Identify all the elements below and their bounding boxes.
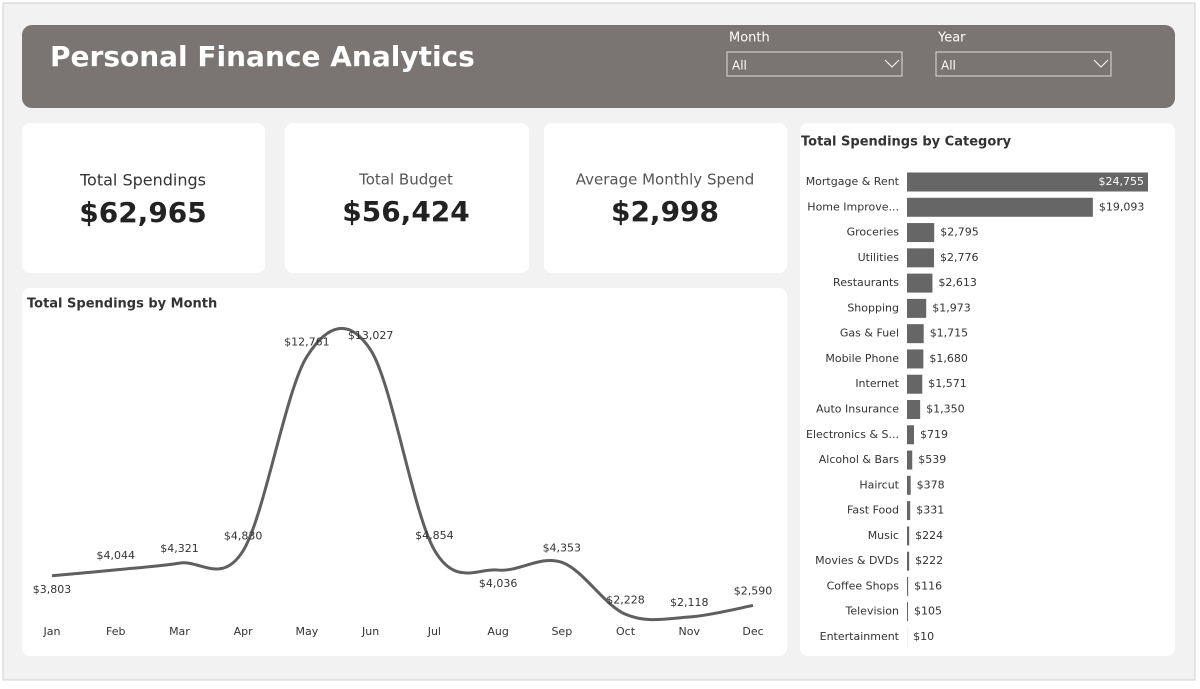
kpi-value: $2,998: [611, 195, 719, 228]
kpi-label: Total Spendings: [79, 171, 206, 190]
x-tick-label: Jan: [43, 625, 61, 638]
data-label: $2,776: [940, 251, 979, 264]
bar: [907, 526, 909, 545]
bar: [907, 577, 908, 596]
filter-label: Year: [937, 31, 966, 46]
bar: [907, 552, 909, 571]
data-label: $224: [915, 529, 943, 542]
data-label: $24,755: [1099, 175, 1145, 188]
bar: [907, 324, 924, 343]
y-tick-label: Coffee Shops: [827, 579, 900, 592]
data-label: $539: [918, 453, 946, 466]
data-label: $1,973: [932, 301, 971, 314]
x-tick-label: Nov: [679, 625, 701, 638]
x-tick-label: Mar: [169, 625, 190, 638]
y-tick-label: Groceries: [847, 226, 900, 239]
bar: [907, 198, 1093, 217]
data-label: $4,353: [543, 541, 582, 554]
kpi-value: $56,424: [342, 195, 470, 228]
x-tick-label: Sep: [551, 625, 572, 638]
y-tick-label: Internet: [855, 377, 899, 390]
x-tick-label: Dec: [742, 625, 763, 638]
data-label: $719: [920, 428, 948, 441]
chart-title: Total Spendings by Month: [27, 297, 217, 312]
kpi-label: Average Monthly Spend: [576, 171, 755, 189]
x-tick-label: Feb: [106, 625, 125, 638]
data-label: $13,027: [348, 329, 394, 342]
data-label: $2,118: [670, 596, 709, 609]
kpi-value: $62,965: [79, 196, 207, 229]
data-label: $4,044: [96, 549, 135, 562]
y-tick-label: Movies & DVDs: [815, 554, 899, 567]
data-label: $19,093: [1099, 200, 1145, 213]
y-tick-label: Music: [868, 529, 899, 542]
x-tick-label: Oct: [616, 625, 636, 638]
data-label: $10: [913, 630, 934, 643]
x-tick-label: May: [296, 625, 319, 638]
bar: [907, 425, 914, 444]
data-label: $378: [917, 478, 945, 491]
x-tick-label: Jun: [361, 625, 379, 638]
y-tick-label: Utilities: [858, 251, 900, 264]
y-tick-label: Electronics & S...: [806, 428, 899, 441]
data-label: $222: [915, 554, 943, 567]
data-label: $4,854: [415, 529, 454, 542]
bar: [907, 349, 923, 368]
bar: [907, 602, 908, 621]
filter-label: Month: [729, 31, 770, 46]
data-label: $4,830: [224, 530, 263, 543]
data-label: $2,228: [606, 593, 645, 606]
bar: [907, 223, 934, 242]
data-label: $4,321: [160, 542, 199, 555]
y-tick-label: Mobile Phone: [825, 352, 899, 365]
bar: [907, 476, 911, 495]
dropdown-value[interactable]: All: [941, 59, 956, 73]
kpi-label: Total Budget: [358, 171, 453, 189]
y-tick-label: Shopping: [847, 301, 899, 314]
y-tick-label: Fast Food: [847, 504, 899, 517]
y-tick-label: Restaurants: [833, 276, 899, 289]
y-tick-label: Gas & Fuel: [840, 327, 899, 340]
dropdown-value[interactable]: All: [732, 59, 747, 73]
bar: [907, 274, 932, 293]
x-tick-label: Aug: [487, 625, 508, 638]
data-label: $3,803: [33, 583, 72, 596]
data-label: $2,795: [940, 226, 979, 239]
x-tick-label: Jul: [427, 625, 441, 638]
data-label: $105: [914, 605, 942, 618]
chart-title: Total Spendings by Category: [801, 135, 1012, 150]
bar: [907, 248, 934, 267]
data-label: $2,613: [938, 276, 977, 289]
data-label: $4,036: [479, 577, 518, 590]
data-label: $331: [916, 504, 944, 517]
y-tick-label: Television: [845, 605, 900, 618]
y-tick-label: Auto Insurance: [816, 403, 899, 416]
data-label: $1,715: [930, 327, 969, 340]
data-label: $116: [914, 579, 942, 592]
title: Personal Finance Analytics: [50, 40, 475, 73]
data-label: $12,761: [284, 336, 330, 349]
data-label: $1,350: [926, 403, 965, 416]
y-tick-label: Mortgage & Rent: [806, 175, 900, 188]
data-label: $1,680: [929, 352, 968, 365]
bar: [907, 400, 920, 419]
bar: [907, 299, 926, 318]
bar: [907, 501, 910, 520]
y-tick-label: Alcohol & Bars: [819, 453, 899, 466]
data-label: $1,571: [928, 377, 967, 390]
x-tick-label: Apr: [234, 625, 254, 638]
y-tick-label: Home Improve...: [807, 200, 899, 213]
data-label: $2,590: [734, 584, 773, 597]
y-tick-label: Entertainment: [820, 630, 900, 643]
bar: [907, 451, 912, 470]
bar: [907, 375, 922, 394]
y-tick-label: Haircut: [859, 478, 899, 491]
